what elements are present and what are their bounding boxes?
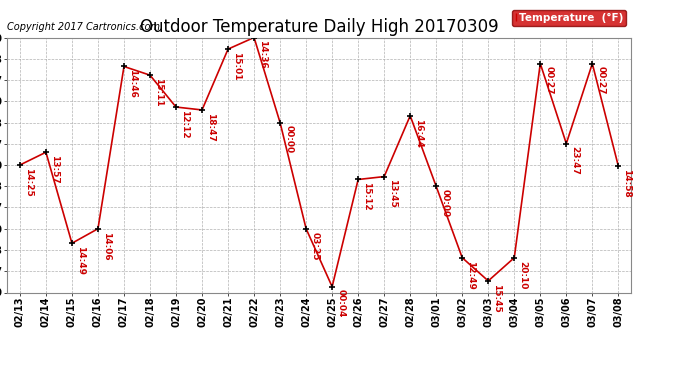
Legend: Temperature  (°F): Temperature (°F) bbox=[513, 9, 626, 26]
Text: 14:58: 14:58 bbox=[622, 169, 631, 198]
Title: Outdoor Temperature Daily High 20170309: Outdoor Temperature Daily High 20170309 bbox=[140, 18, 498, 36]
Text: 16:44: 16:44 bbox=[415, 118, 424, 147]
Text: 13:45: 13:45 bbox=[388, 179, 397, 208]
Text: 00:00: 00:00 bbox=[440, 189, 449, 217]
Text: 00:27: 00:27 bbox=[544, 66, 553, 95]
Text: 14:25: 14:25 bbox=[24, 168, 33, 196]
Text: 12:49: 12:49 bbox=[466, 261, 475, 290]
Text: 14:49: 14:49 bbox=[76, 246, 85, 275]
Text: 00:27: 00:27 bbox=[596, 66, 606, 95]
Text: 14:36: 14:36 bbox=[258, 40, 267, 69]
Text: 23:47: 23:47 bbox=[571, 146, 580, 175]
Text: 00:04: 00:04 bbox=[336, 290, 345, 318]
Text: 14:06: 14:06 bbox=[102, 231, 111, 260]
Text: 20:10: 20:10 bbox=[518, 261, 527, 289]
Text: 00:00: 00:00 bbox=[284, 126, 293, 154]
Text: 13:57: 13:57 bbox=[50, 155, 59, 184]
Text: Copyright 2017 Cartronics.com: Copyright 2017 Cartronics.com bbox=[7, 22, 160, 32]
Text: 15:45: 15:45 bbox=[493, 284, 502, 312]
Text: 12:12: 12:12 bbox=[180, 110, 189, 138]
Text: 03:25: 03:25 bbox=[310, 231, 319, 260]
Text: 14:46: 14:46 bbox=[128, 69, 137, 98]
Text: 15:11: 15:11 bbox=[154, 78, 163, 106]
Text: 15:01: 15:01 bbox=[233, 52, 241, 80]
Text: 15:12: 15:12 bbox=[362, 182, 371, 211]
Text: 18:47: 18:47 bbox=[206, 113, 215, 142]
